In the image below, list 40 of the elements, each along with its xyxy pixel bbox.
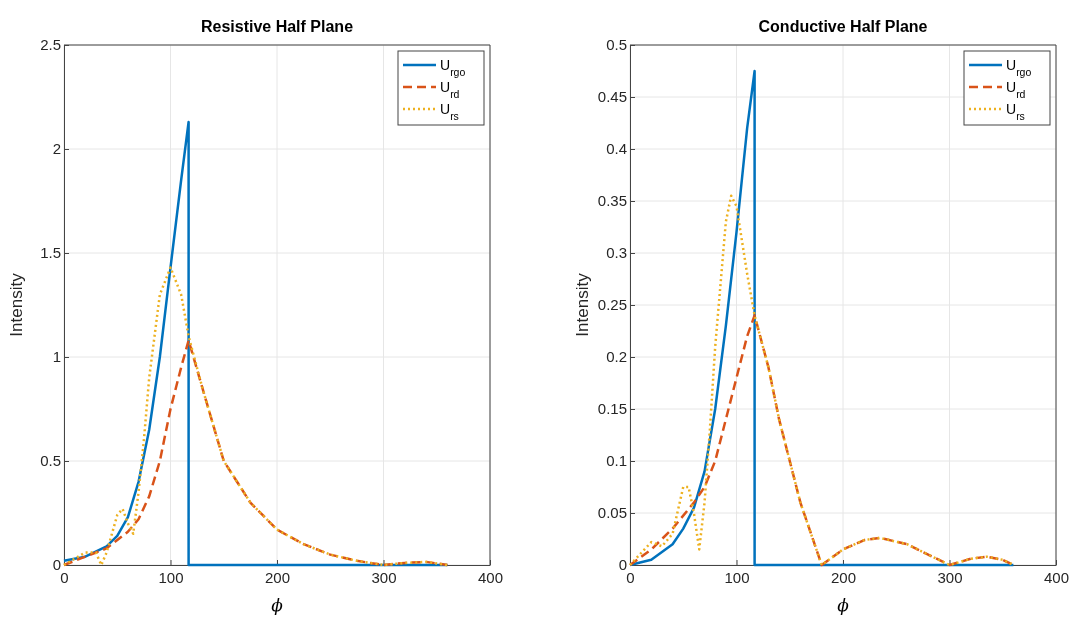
- y-tick-label: 0.1: [606, 452, 627, 470]
- y-tick-label: 0.2: [606, 348, 627, 366]
- legend-label: U$_{rgo}$: [1006, 57, 1032, 78]
- y-axis-title: Intensity: [573, 272, 592, 337]
- y-tick-label: 0.3: [606, 244, 627, 262]
- y-tick-label: 0.4: [606, 140, 627, 158]
- legend-label: U$_{rd}$: [440, 79, 460, 100]
- legend-label: U$_{rgo}$: [440, 57, 466, 78]
- x-axis-title: ϕ: [271, 595, 284, 615]
- x-tick-label: 100: [158, 569, 184, 586]
- x-tick-label: 100: [724, 569, 750, 586]
- y-tick-label: 0.05: [597, 504, 627, 522]
- y-tick-label: 0.35: [597, 192, 627, 210]
- y-tick-label: 0: [52, 556, 61, 574]
- x-tick-label: 200: [264, 569, 291, 586]
- y-tick-label: 0.25: [597, 296, 627, 314]
- y-tick-label: 0.5: [40, 452, 61, 470]
- y-tick-label: 0.15: [597, 400, 627, 418]
- y-tick-label: 2: [52, 140, 61, 158]
- y-tick-label: 1.5: [40, 244, 61, 262]
- legend-label: U$_{rs}$: [1006, 101, 1025, 122]
- x-tick-label: 400: [477, 569, 504, 586]
- y-axis-title: Intensity: [7, 272, 26, 337]
- legend-label: U$_{rd}$: [1006, 79, 1026, 100]
- chart-title: Resistive Half Plane: [200, 18, 354, 35]
- y-tick-label: 0.45: [597, 88, 627, 106]
- y-tick-label: 2.5: [40, 36, 61, 54]
- x-tick-label: 400: [1043, 569, 1070, 586]
- y-tick-label: 0.5: [606, 36, 627, 54]
- chart-title: Conductive Half Plane: [758, 18, 928, 35]
- line-series: [628, 69, 1015, 567]
- legend-label: U$_{rs}$: [440, 101, 459, 122]
- line-series: [62, 266, 449, 567]
- line-series: [628, 194, 1015, 567]
- x-axis-title: ϕ: [837, 595, 850, 615]
- x-tick-label: 300: [371, 569, 397, 586]
- x-tick-label: 200: [830, 569, 857, 586]
- y-tick-label: 1: [52, 348, 61, 366]
- x-tick-label: 300: [937, 569, 963, 586]
- y-tick-label: 0: [618, 556, 627, 574]
